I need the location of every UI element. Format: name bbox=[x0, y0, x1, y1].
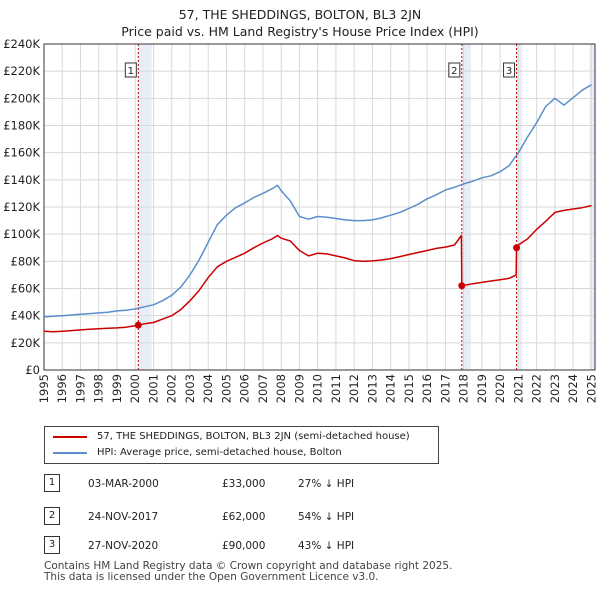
x-tick-label: 1997 bbox=[73, 374, 87, 403]
sale-point bbox=[134, 321, 142, 329]
x-tick-label: 2015 bbox=[402, 374, 416, 403]
sale-date: 27-NOV-2020 bbox=[88, 540, 159, 552]
x-tick-label: 2023 bbox=[548, 374, 562, 403]
x-tick-label: 2000 bbox=[128, 374, 142, 403]
sale-date: 24-NOV-2017 bbox=[88, 511, 159, 523]
x-tick-label: 1995 bbox=[37, 374, 51, 403]
legend-hpi-label: HPI: Average price, semi-detached house,… bbox=[97, 447, 342, 458]
footer: Contains HM Land Registry data © Crown c… bbox=[44, 561, 452, 583]
y-tick-label: £180K bbox=[3, 119, 40, 133]
sale-hpi-diff: 54% ↓ HPI bbox=[298, 511, 355, 523]
chart-title-block: 57, THE SHEDDINGS, BOLTON, BL3 2JN Price… bbox=[0, 6, 600, 40]
x-tick-label: 1998 bbox=[92, 374, 106, 403]
x-tick-label: 2012 bbox=[347, 374, 361, 403]
y-tick-label: £20K bbox=[11, 336, 41, 350]
x-tick-label: 2018 bbox=[457, 374, 471, 403]
x-tick-label: 2001 bbox=[146, 374, 160, 403]
y-tick-label: £140K bbox=[3, 173, 40, 187]
x-tick-label: 2004 bbox=[201, 374, 215, 403]
sale-label-number: 1 bbox=[128, 66, 134, 77]
x-tick-label: 2022 bbox=[530, 374, 544, 403]
x-tick-label: 2021 bbox=[511, 374, 525, 403]
y-tick-label: £80K bbox=[11, 254, 41, 268]
sale-label-number: 2 bbox=[451, 66, 457, 77]
y-tick-label: £100K bbox=[3, 227, 40, 241]
x-tick-label: 2005 bbox=[219, 374, 233, 403]
sale-point bbox=[458, 282, 466, 290]
sale-date: 03-MAR-2000 bbox=[88, 478, 159, 490]
sale-point bbox=[513, 244, 521, 252]
chart-subtitle: Price paid vs. HM Land Registry's House … bbox=[121, 24, 479, 39]
x-tick-label: 2011 bbox=[329, 374, 343, 403]
y-tick-label: £40K bbox=[11, 309, 41, 323]
sale-price: £90,000 bbox=[222, 540, 266, 552]
y-tick-label: £220K bbox=[3, 64, 40, 78]
x-tick-label: 2017 bbox=[438, 374, 452, 403]
y-tick-label: £160K bbox=[3, 146, 40, 160]
x-tick-label: 2019 bbox=[475, 374, 489, 403]
x-tick-label: 2013 bbox=[365, 374, 379, 403]
sale-label-number: 3 bbox=[506, 66, 512, 77]
sale-number-badge: 2 bbox=[44, 507, 60, 525]
x-tick-label: 1999 bbox=[110, 374, 124, 403]
plot-frame bbox=[43, 43, 596, 371]
x-tick-label: 2002 bbox=[165, 374, 179, 403]
x-tick-label: 2009 bbox=[292, 374, 306, 403]
footer-copyright: Contains HM Land Registry data © Crown c… bbox=[44, 560, 453, 572]
x-tick-label: 2014 bbox=[384, 374, 398, 403]
sale-price: £62,000 bbox=[222, 511, 266, 523]
legend-property-label: 57, THE SHEDDINGS, BOLTON, BL3 2JN (semi… bbox=[97, 431, 410, 442]
price-chart: £0 £20K £40K £60K £80K £100K £120K £140K £160K £1… bbox=[3, 37, 598, 403]
property-price-line bbox=[43, 204, 592, 333]
footer-licence: This data is licensed under the Open Gov… bbox=[44, 571, 379, 583]
sale-number-badge: 3 bbox=[44, 536, 60, 554]
sale-label-box bbox=[503, 62, 516, 78]
x-tick-label: 2024 bbox=[566, 374, 580, 403]
sale-label-box bbox=[448, 62, 461, 78]
y-tick-label: £0 bbox=[25, 363, 40, 377]
y-tick-label: £120K bbox=[3, 200, 40, 214]
x-tick-label: 2008 bbox=[274, 374, 288, 403]
x-tick-label: 2006 bbox=[238, 374, 252, 403]
legend: 57, THE SHEDDINGS, BOLTON, BL3 2JN (semi… bbox=[44, 426, 439, 464]
x-tick-label: 2020 bbox=[493, 374, 507, 403]
chart-title: 57, THE SHEDDINGS, BOLTON, BL3 2JN bbox=[178, 7, 422, 22]
sale-label-box bbox=[124, 62, 137, 78]
sale-hpi-diff: 43% ↓ HPI bbox=[298, 540, 355, 552]
x-tick-label: 2007 bbox=[256, 374, 270, 403]
x-tick-label: 2025 bbox=[584, 374, 598, 403]
x-tick-label: 2010 bbox=[311, 374, 325, 403]
hpi-line-swatch bbox=[53, 452, 87, 454]
x-tick-label: 2003 bbox=[183, 374, 197, 403]
sale-price: £33,000 bbox=[222, 478, 266, 490]
y-tick-label: £60K bbox=[11, 282, 41, 296]
sale-hpi-diff: 27% ↓ HPI bbox=[298, 478, 355, 490]
sale-number-badge: 1 bbox=[44, 474, 60, 492]
y-tick-label: £240K bbox=[3, 37, 40, 51]
hpi-line bbox=[43, 84, 592, 318]
x-tick-label: 2016 bbox=[420, 374, 434, 403]
x-tick-label: 1996 bbox=[55, 374, 69, 403]
property-line-swatch bbox=[53, 436, 87, 438]
y-tick-label: £200K bbox=[3, 91, 40, 105]
